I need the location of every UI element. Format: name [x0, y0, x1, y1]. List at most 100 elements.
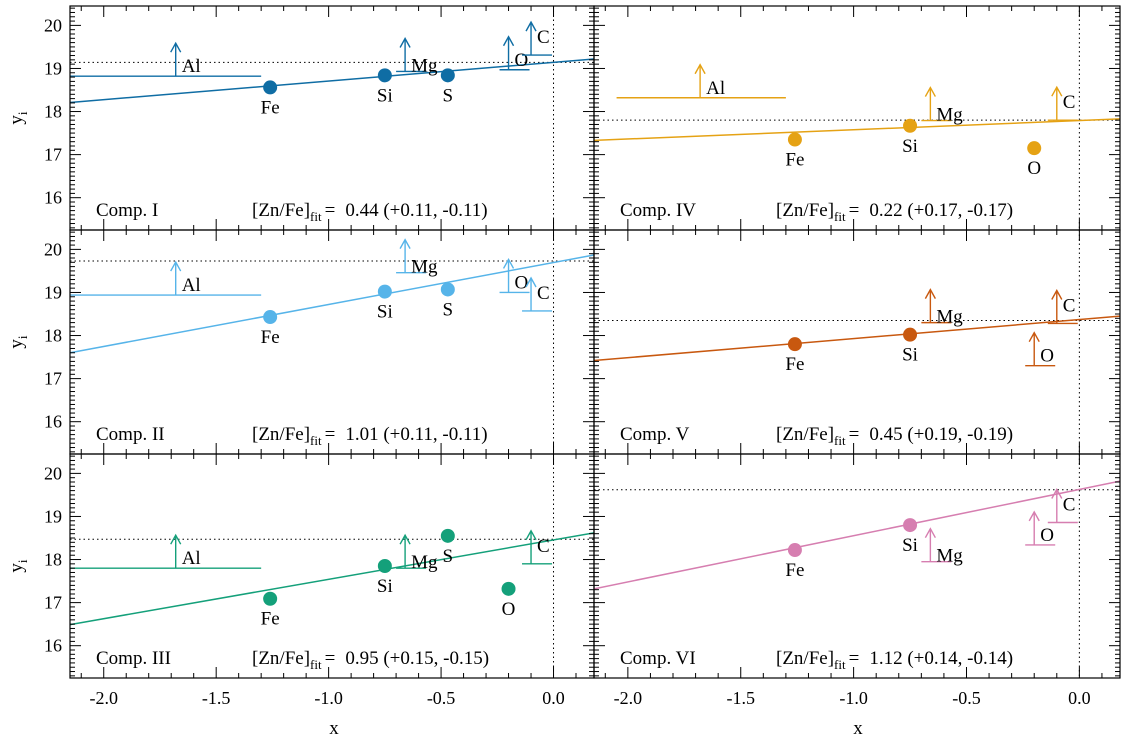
- point-label: Si: [377, 576, 393, 597]
- component-label: Comp. III: [96, 648, 171, 669]
- panel: Al Mg C Fe Si O Comp. IV [Zn/Fe]fit = 0.22 (+0.17…: [593, 5, 1121, 231]
- limit-label: Mg: [936, 105, 963, 126]
- y-tick-label: 17: [44, 369, 62, 389]
- arrow-head: [1051, 289, 1063, 300]
- data-point-si: Si: [902, 518, 918, 556]
- lower-limit-al: Al: [70, 260, 262, 296]
- limit-label: Mg: [411, 257, 438, 278]
- limit-label: Al: [182, 548, 201, 569]
- data-point-fe: Fe: [261, 80, 280, 118]
- limit-label: C: [537, 536, 550, 557]
- point-marker: [440, 68, 455, 83]
- arrow-head: [924, 86, 936, 97]
- point-label: Si: [902, 535, 918, 556]
- lower-limit-mg: Mg: [921, 527, 963, 567]
- lower-limit-al: Al: [616, 63, 786, 99]
- point-marker: [377, 284, 392, 299]
- data-point-s: S: [440, 528, 455, 567]
- arrow-head: [502, 258, 515, 269]
- plot-area: Al Mg OC Fe Si S: [70, 230, 594, 454]
- arrow-head: [502, 35, 515, 47]
- x-tick-label: -0.5: [952, 688, 981, 708]
- point-label: Si: [377, 302, 393, 323]
- lower-limit-o: O: [1025, 331, 1056, 367]
- lower-limit-c: C: [522, 529, 553, 565]
- panel: Al Mg OC Fe Si S 16 17 18 19 20 yi Comp. I [Zn/Fe]fit…: [6, 5, 595, 231]
- panel-frame: [69, 453, 595, 679]
- y-axis-label: yi: [6, 111, 30, 125]
- x-tick-label: -2.0: [89, 688, 118, 708]
- panel-frame: [593, 453, 1121, 679]
- data-point-o: O: [1027, 141, 1042, 179]
- x-tick-label: -2.0: [614, 688, 643, 708]
- data-point-fe: Fe: [261, 310, 280, 348]
- fit-annotation: [Zn/Fe]fit = 0.44 (+0.11, -0.11): [252, 200, 488, 224]
- limit-label: Al: [182, 56, 201, 77]
- point-marker: [903, 327, 918, 342]
- limit-label: C: [537, 27, 550, 48]
- arrow-head: [924, 288, 936, 299]
- lower-limit-c: C: [1047, 488, 1078, 524]
- limit-label: Mg: [936, 546, 963, 567]
- plot-area: Al Mg C Fe Si S O: [70, 454, 594, 678]
- panel-frame: [69, 229, 595, 455]
- y-tick-label: 16: [44, 412, 62, 432]
- data-point-si: Si: [902, 118, 918, 157]
- data-point-si: Si: [377, 284, 393, 323]
- limit-label: O: [515, 50, 529, 71]
- lower-limit-mg: Mg: [396, 238, 438, 278]
- y-tick-label: 20: [44, 239, 62, 259]
- y-tick-label: 20: [44, 15, 62, 35]
- arrow-head: [694, 63, 706, 75]
- data-point-o: O: [501, 581, 516, 620]
- y-axis-label: yi: [6, 559, 30, 573]
- data-point-s: S: [440, 282, 455, 320]
- limit-label: Mg: [411, 552, 438, 573]
- limit-label: O: [515, 272, 529, 293]
- plot-area: Mg OC Fe Si: [594, 454, 1120, 678]
- data-point-si: Si: [377, 559, 393, 597]
- y-tick-label: 17: [44, 593, 62, 613]
- x-axis-label-right: x: [853, 718, 863, 739]
- fit-annotation: [Zn/Fe]fit = 1.12 (+0.14, -0.14): [776, 648, 1013, 672]
- point-marker: [1027, 141, 1042, 156]
- y-tick-label: 20: [44, 463, 62, 483]
- x-tick-label: 0.0: [542, 688, 565, 708]
- fit-annotation: [Zn/Fe]fit = 0.22 (+0.17, -0.17): [776, 200, 1013, 224]
- plot-area: Al Mg C Fe Si O: [594, 6, 1120, 230]
- point-marker: [263, 591, 278, 606]
- limit-label: C: [1063, 494, 1076, 515]
- point-marker: [903, 518, 918, 533]
- panel-frame: [69, 5, 595, 231]
- point-marker: [787, 543, 802, 558]
- lower-limit-mg: Mg: [921, 288, 963, 328]
- component-label: Comp. II: [96, 424, 165, 445]
- arrow-head: [525, 276, 537, 288]
- point-label: Fe: [261, 609, 280, 630]
- lower-limit-o: O: [499, 35, 530, 71]
- panel: Mg OC Fe Si -2.0 -1.5 -1.0 -0.5 0.0 Comp. VI [Zn/F…: [593, 453, 1121, 708]
- point-label: Fe: [261, 97, 280, 118]
- limit-label: Al: [182, 275, 201, 296]
- y-tick-label: 18: [44, 550, 62, 570]
- plot-area: Mg C O Fe Si: [594, 230, 1120, 454]
- point-label: S: [443, 546, 454, 567]
- data-point-fe: Fe: [785, 132, 804, 171]
- fit-line: [594, 480, 1120, 590]
- point-marker: [263, 310, 278, 325]
- x-tick-label: -0.5: [427, 688, 456, 708]
- lower-limit-c: C: [1047, 85, 1078, 121]
- limit-label: Mg: [411, 55, 438, 76]
- point-marker: [787, 132, 802, 147]
- fit-line: [70, 58, 594, 104]
- x-axis-label-left: x: [329, 718, 339, 739]
- fit-line: [594, 315, 1120, 362]
- arrow-head: [170, 533, 182, 545]
- point-label: O: [502, 599, 516, 620]
- limit-label: Mg: [936, 307, 963, 328]
- lower-limit-al: Al: [70, 533, 262, 569]
- y-tick-label: 16: [44, 636, 62, 656]
- lower-limit-c: C: [522, 20, 553, 56]
- point-label: Fe: [261, 327, 280, 348]
- arrow-head: [170, 260, 182, 272]
